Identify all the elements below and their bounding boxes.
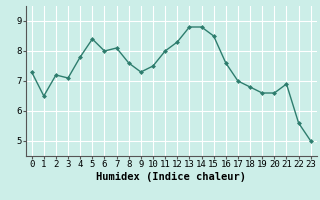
X-axis label: Humidex (Indice chaleur): Humidex (Indice chaleur) bbox=[96, 172, 246, 182]
